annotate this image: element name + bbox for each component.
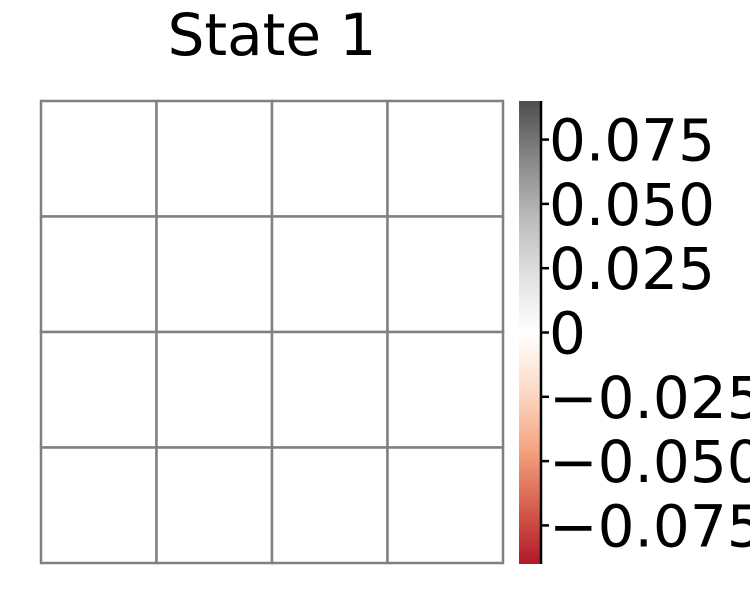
heatmap-cell-r1-c3 (270, 99, 389, 218)
colorbar-gradient (519, 101, 541, 564)
heatmap-cell-r2-c1 (39, 215, 158, 334)
heatmap-cell-r4-c4 (386, 446, 505, 565)
heatmap-cells (39, 99, 505, 565)
heatmap-cell-r4-c2 (155, 446, 274, 565)
chart-title: State 1 (168, 1, 377, 69)
heatmap-cell-r1-c4 (386, 99, 505, 218)
heatmap-cell-r3-c3 (270, 330, 389, 449)
colorbar-tick-label: 0.050 (549, 171, 715, 239)
heatmap-cell-r2-c2 (155, 215, 274, 334)
heatmap-cell-r4-c1 (39, 446, 158, 565)
heatmap-cell-r1-c2 (155, 99, 274, 218)
heatmap-cell-r1-c1 (39, 99, 158, 218)
colorbar-tick-label: 0.025 (549, 235, 715, 303)
colorbar-tick-label: −0.075 (549, 492, 750, 560)
colorbar-tick-label: 0 (549, 300, 586, 368)
heatmap-cell-r2-c4 (386, 215, 505, 334)
colorbar-tick-label: 0.075 (549, 107, 715, 175)
heatmap-cell-r3-c2 (155, 330, 274, 449)
colorbar-tick-label: −0.025 (549, 364, 750, 432)
heatmap-cell-r3-c4 (386, 330, 505, 449)
heatmap-cell-r2-c3 (270, 215, 389, 334)
colorbar-tick-label: −0.050 (549, 428, 750, 496)
heatmap-cell-r3-c1 (39, 330, 158, 449)
heatmap-cell-r4-c3 (270, 446, 389, 565)
